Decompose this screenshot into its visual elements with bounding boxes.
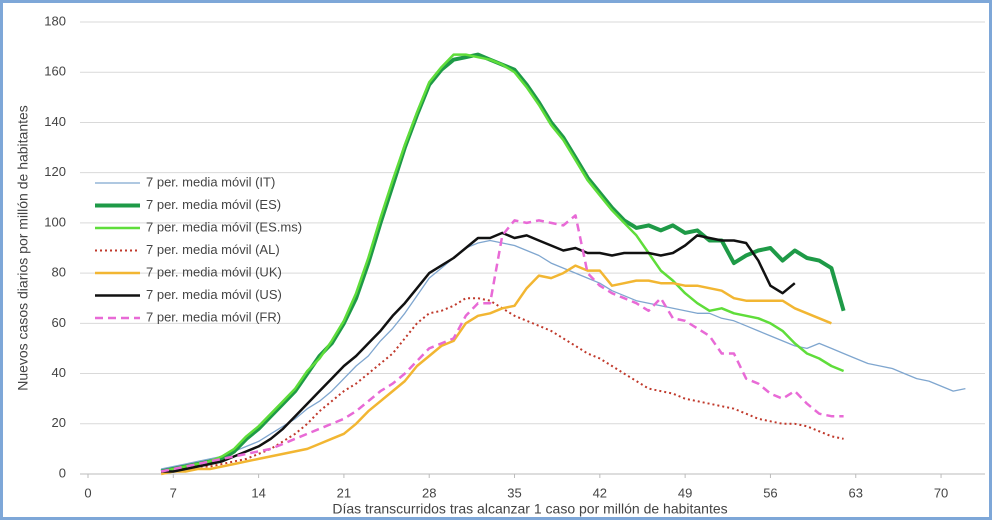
x-tick-label: 63 xyxy=(849,485,863,500)
x-tick-label: 56 xyxy=(763,485,777,500)
series-line xyxy=(160,53,845,473)
legend-label: 7 per. media móvil (ES.ms) xyxy=(146,219,302,234)
y-tick-label: 0 xyxy=(59,465,66,480)
x-tick-label: 14 xyxy=(251,485,265,500)
x-tick-label: 42 xyxy=(593,485,607,500)
y-tick-label: 60 xyxy=(52,315,66,330)
legend-label: 7 per. media móvil (FR) xyxy=(146,309,281,324)
y-tick-label: 80 xyxy=(52,265,66,280)
legend-label: 7 per. media móvil (UK) xyxy=(146,264,282,279)
x-tick-label: 49 xyxy=(678,485,692,500)
series-line xyxy=(161,231,796,473)
y-tick-label: 120 xyxy=(44,164,66,179)
x-axis-label: Días transcurridos tras alcanzar 1 caso … xyxy=(332,501,727,517)
x-tick-label: 70 xyxy=(934,485,948,500)
legend-label: 7 per. media móvil (US) xyxy=(146,287,282,302)
x-tick-label: 35 xyxy=(507,485,521,500)
y-tick-label: 180 xyxy=(44,13,66,28)
series-line xyxy=(160,214,844,473)
x-tick-label: 21 xyxy=(337,485,351,500)
series-line xyxy=(160,264,832,476)
y-tick-label: 100 xyxy=(44,214,66,229)
x-tick-label: 28 xyxy=(422,485,436,500)
series-line xyxy=(160,239,966,470)
y-tick-label: 140 xyxy=(44,114,66,129)
legend-label: 7 per. media móvil (IT) xyxy=(146,174,275,189)
x-tick-label: 0 xyxy=(84,485,91,500)
x-tick-label: 7 xyxy=(170,485,177,500)
legend-label: 7 per. media móvil (ES) xyxy=(146,197,281,212)
y-tick-label: 40 xyxy=(52,365,66,380)
y-tick-label: 20 xyxy=(52,415,66,430)
y-axis-label: Nuevos casos diarios por millón de habit… xyxy=(15,105,31,391)
y-tick-label: 160 xyxy=(44,64,66,79)
legend-label: 7 per. media móvil (AL) xyxy=(146,242,280,257)
